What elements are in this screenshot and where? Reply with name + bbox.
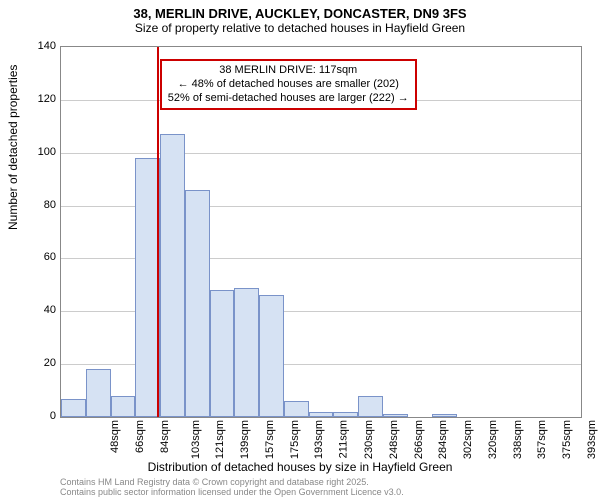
x-tick: 66sqm xyxy=(134,420,146,453)
y-tick: 20 xyxy=(28,357,56,369)
x-tick: 284sqm xyxy=(437,420,449,459)
x-tick: 266sqm xyxy=(413,420,425,459)
chart-title-line2: Size of property relative to detached ho… xyxy=(0,21,600,35)
y-tick: 100 xyxy=(28,146,56,158)
y-tick: 60 xyxy=(28,251,56,263)
x-tick: 230sqm xyxy=(363,420,375,459)
x-tick: 248sqm xyxy=(388,420,400,459)
x-tick: 338sqm xyxy=(512,420,524,459)
chart-title-block: 38, MERLIN DRIVE, AUCKLEY, DONCASTER, DN… xyxy=(0,0,600,35)
x-tick: 393sqm xyxy=(586,420,598,459)
annotation-line2: ← 48% of detached houses are smaller (20… xyxy=(168,78,409,92)
x-tick: 357sqm xyxy=(536,420,548,459)
x-tick: 157sqm xyxy=(264,420,276,459)
chart-title-line1: 38, MERLIN DRIVE, AUCKLEY, DONCASTER, DN… xyxy=(0,6,600,21)
y-tick: 0 xyxy=(28,410,56,422)
x-tick: 211sqm xyxy=(338,420,350,458)
histogram-bar xyxy=(210,290,235,417)
histogram-bar xyxy=(234,288,259,418)
histogram-bar xyxy=(358,396,383,417)
histogram-bar xyxy=(432,414,457,417)
histogram-bar xyxy=(284,401,309,417)
y-tick: 120 xyxy=(28,93,56,105)
histogram-bar xyxy=(259,295,284,417)
annotation-line1: 38 MERLIN DRIVE: 117sqm xyxy=(168,64,409,78)
x-tick: 175sqm xyxy=(289,420,301,459)
histogram-bar xyxy=(86,369,111,417)
y-tick: 140 xyxy=(28,40,56,52)
x-tick: 84sqm xyxy=(159,420,171,453)
x-tick: 103sqm xyxy=(190,420,202,459)
x-axis-label: Distribution of detached houses by size … xyxy=(0,460,600,474)
y-tick: 80 xyxy=(28,199,56,211)
footer-attribution: Contains HM Land Registry data © Crown c… xyxy=(60,478,404,498)
histogram-bar xyxy=(185,190,210,417)
x-tick: 302sqm xyxy=(462,420,474,459)
histogram-bar xyxy=(333,412,358,417)
x-tick: 375sqm xyxy=(561,420,573,459)
y-tick: 40 xyxy=(28,304,56,316)
x-tick: 139sqm xyxy=(239,420,251,459)
gridline xyxy=(61,153,581,154)
annotation-line3: 52% of semi-detached houses are larger (… xyxy=(168,92,409,106)
histogram-bar xyxy=(160,134,185,417)
footer-line2: Contains public sector information licen… xyxy=(60,488,404,498)
x-tick: 48sqm xyxy=(109,420,121,453)
annotation-callout: 38 MERLIN DRIVE: 117sqm ← 48% of detache… xyxy=(160,59,417,110)
histogram-bar xyxy=(61,399,86,418)
histogram-bar xyxy=(111,396,136,417)
x-tick: 121sqm xyxy=(215,420,227,459)
histogram-bar xyxy=(309,412,334,417)
x-tick: 193sqm xyxy=(314,420,326,459)
histogram-bar xyxy=(383,414,408,417)
y-axis-label: Number of detached properties xyxy=(6,65,20,230)
chart-plot-area: 38 MERLIN DRIVE: 117sqm ← 48% of detache… xyxy=(60,46,582,418)
x-tick: 320sqm xyxy=(487,420,499,459)
